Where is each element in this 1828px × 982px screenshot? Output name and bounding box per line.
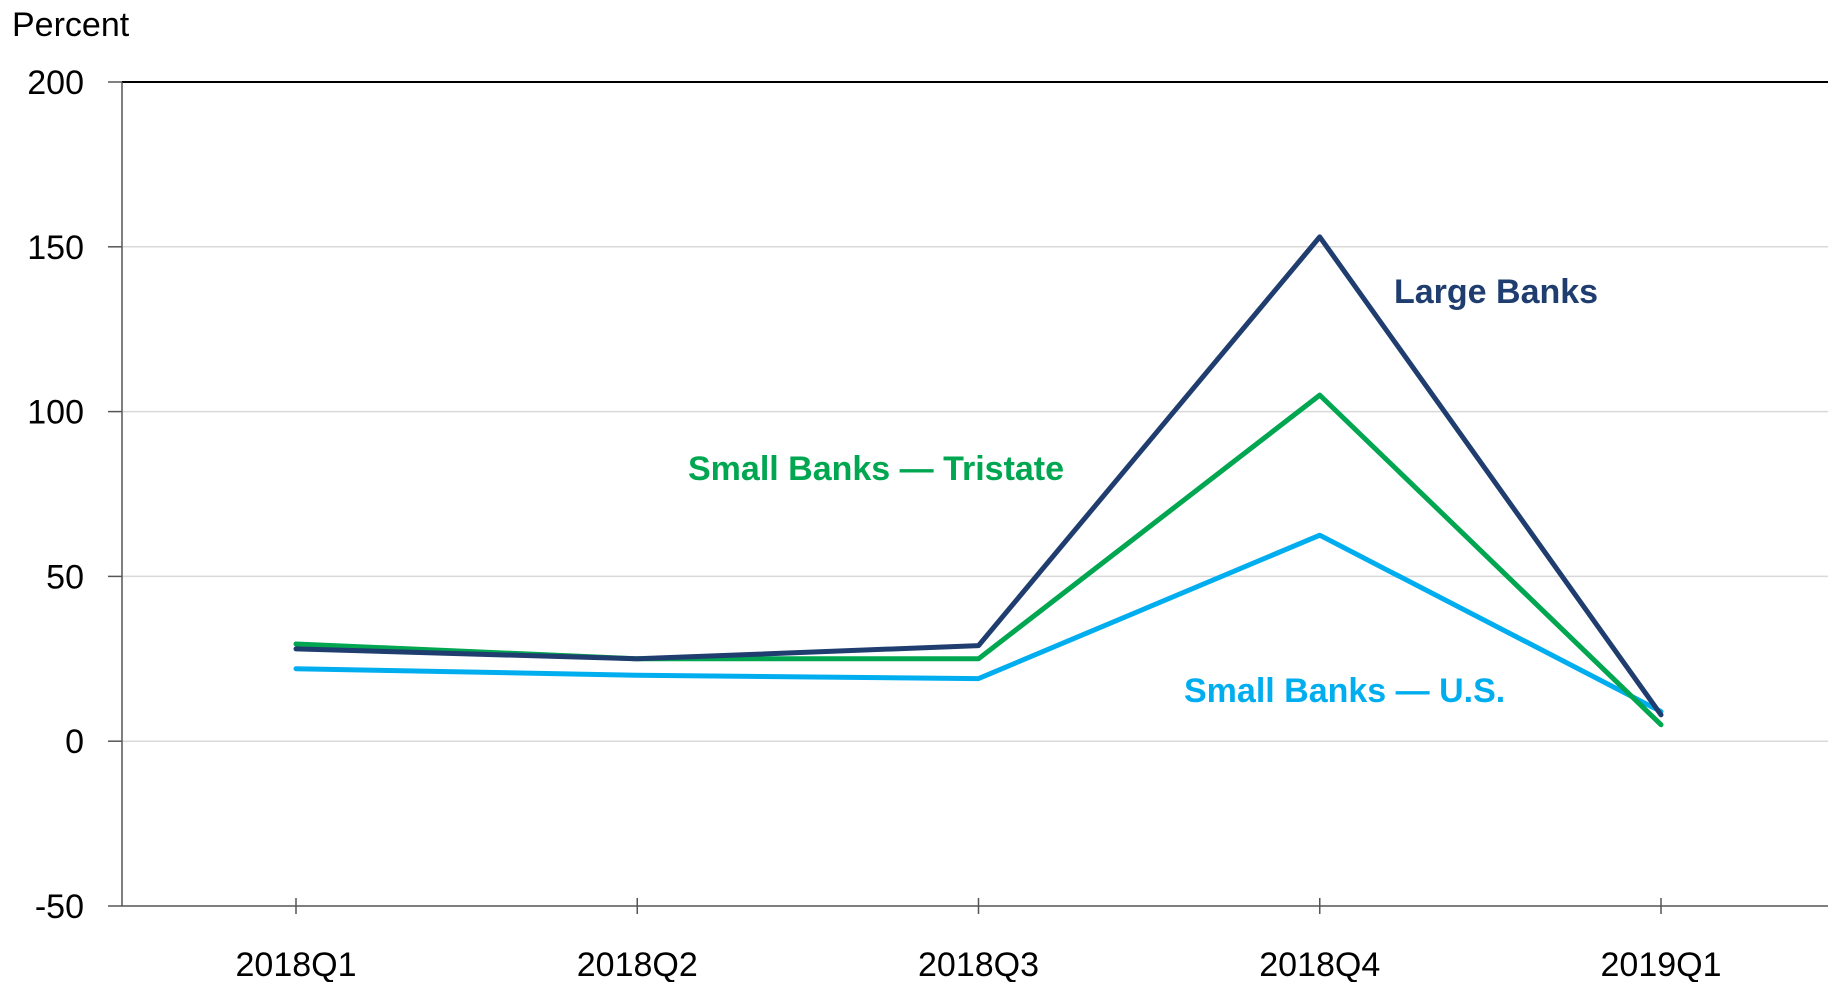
series-label-1: Small Banks — Tristate (688, 450, 1064, 488)
y-tick-label: 50 (46, 558, 84, 596)
x-tick-label: 2018Q3 (918, 946, 1039, 982)
series-label-2: Small Banks — U.S. (1184, 672, 1505, 710)
x-tick-label: 2018Q4 (1259, 946, 1380, 982)
y-axis-title: Percent (12, 6, 130, 44)
x-tick-label: 2019Q1 (1601, 946, 1722, 982)
y-tick-label: 150 (27, 229, 84, 267)
x-tick-label: 2018Q2 (577, 946, 698, 982)
series-label-0: Large Banks (1394, 273, 1598, 311)
series-labels: Large Banks Small Banks — Tristate Small B… (688, 273, 1598, 710)
x-tick-label: 2018Q1 (236, 946, 357, 982)
y-tick-label: 200 (27, 64, 84, 102)
axes: Percent -50 0 50 100 150 200 2018Q1 2018Q2 2018Q… (12, 6, 1828, 982)
y-tick-label: -50 (35, 888, 84, 926)
y-tick-label: 0 (65, 723, 84, 761)
y-tick-label: 100 (27, 394, 84, 432)
